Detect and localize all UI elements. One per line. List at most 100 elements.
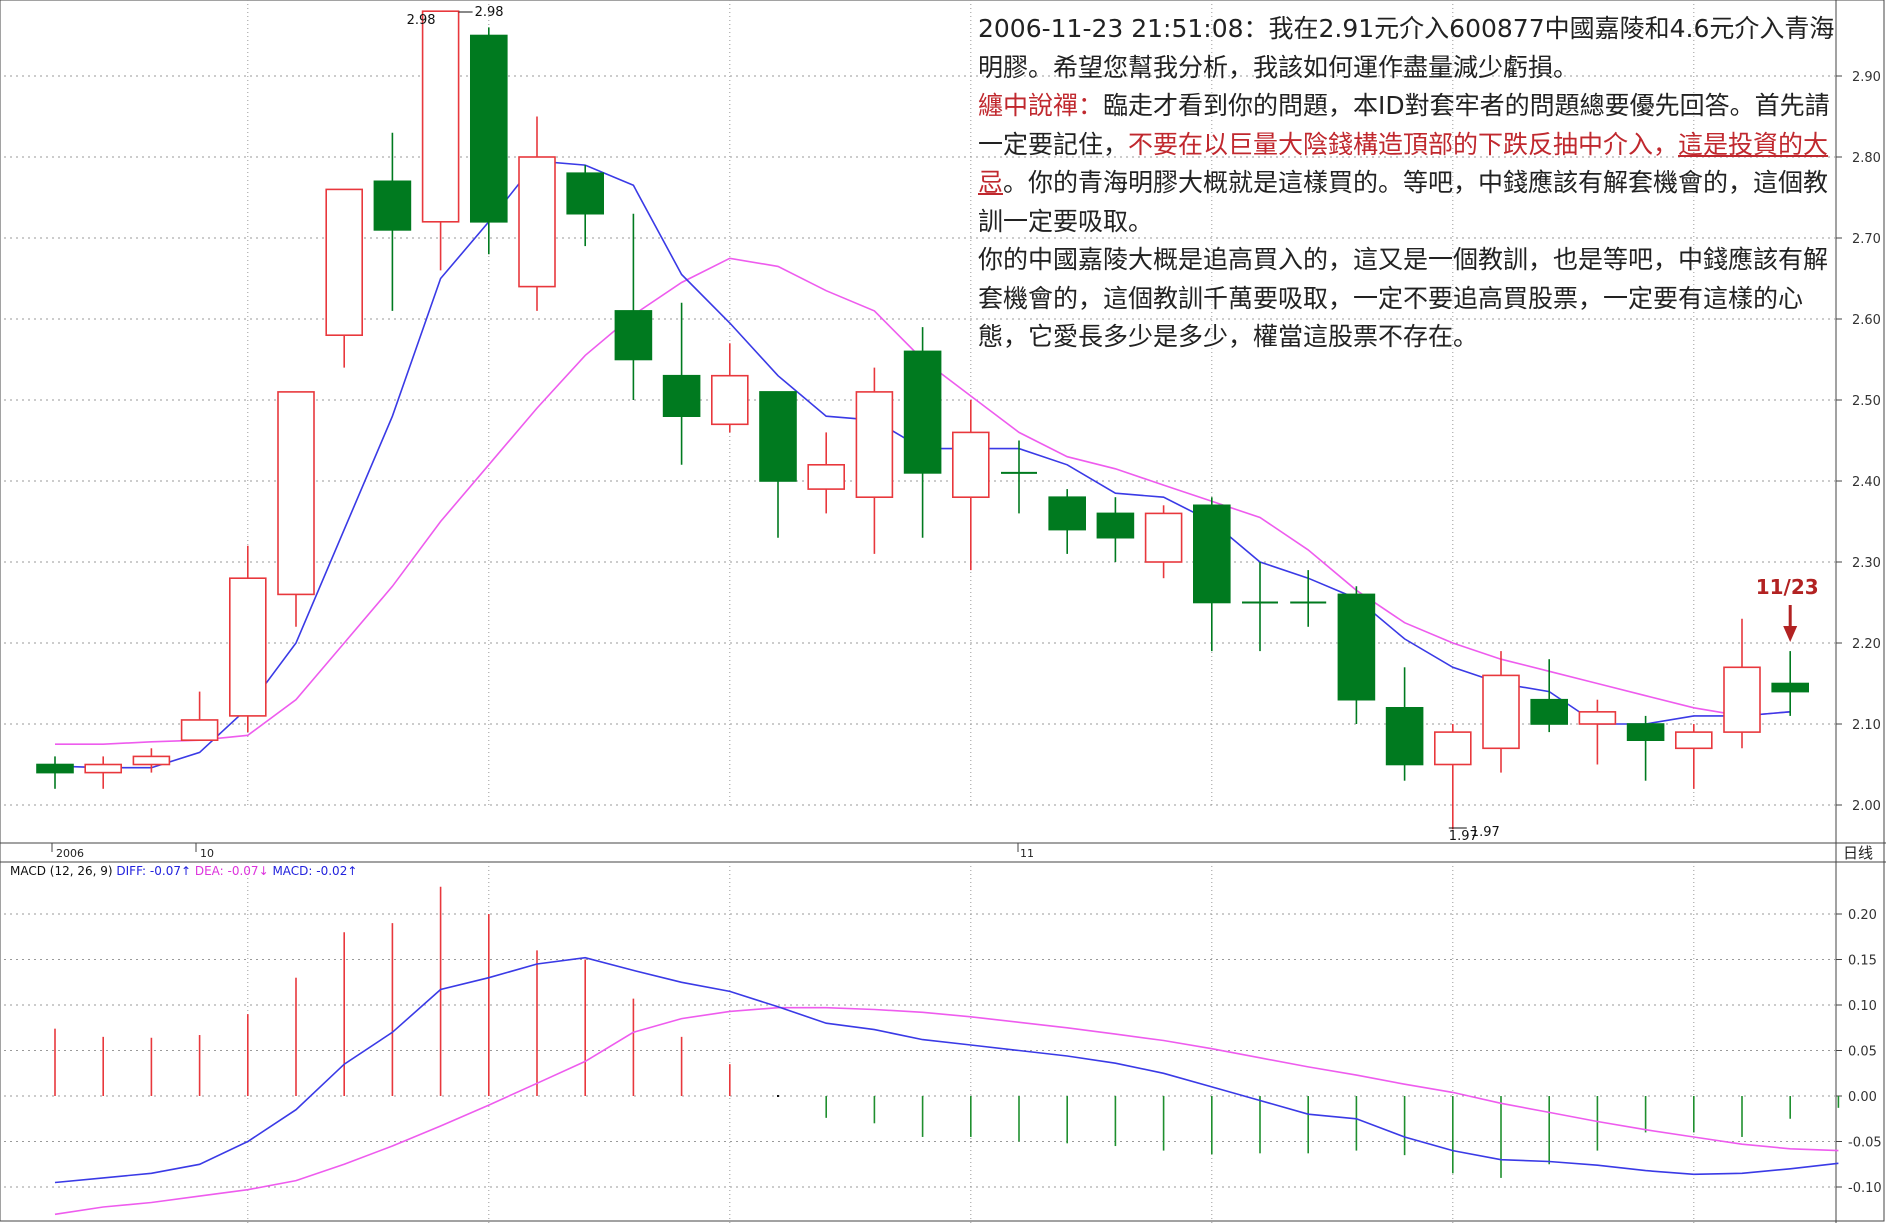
candle-body (566, 172, 605, 215)
date-marker-label: 11/23 (1756, 575, 1819, 599)
candle (132, 748, 171, 773)
price-tick-label: 2.10 (1852, 718, 1881, 733)
price-tick-label: 2.30 (1852, 556, 1881, 571)
candle-body (1626, 723, 1665, 742)
candle (469, 27, 508, 255)
candle (1578, 699, 1617, 765)
candle (1771, 651, 1809, 716)
price-tick-label: 2.20 (1852, 637, 1881, 652)
annotation-text: 2006-11-23 21:51:08：我在2.91元介入600877中國嘉陵和… (978, 10, 1838, 357)
candle-body (1434, 731, 1472, 766)
candle-body (807, 463, 846, 490)
candle (1434, 724, 1472, 830)
price-tick-label: 2.00 (1852, 799, 1881, 814)
price-tick-label: 2.70 (1852, 232, 1881, 247)
candle (1144, 505, 1183, 579)
candle-body (36, 763, 74, 774)
candle-body (421, 10, 460, 223)
diff-line (54, 956, 1839, 1184)
annotation-answer-text: 臨走才看到你的問題，本ID對套牢者的問題總要優先回答。首先請一定要記住， (978, 91, 1830, 159)
candle-body (1723, 666, 1761, 733)
candle (855, 367, 894, 554)
price-tick-label: 2.60 (1852, 313, 1881, 328)
price-tick-label: 2.90 (1852, 70, 1881, 85)
date-label: 10 (200, 847, 214, 860)
macd-legend-arrow: ↑ (347, 864, 357, 878)
candle (1385, 667, 1424, 781)
macd-tick-label: 0.20 (1848, 908, 1877, 923)
macd-tick-label: -0.05 (1848, 1136, 1882, 1151)
candle-body (662, 374, 701, 418)
annotation-warning: 不要在以巨量大陰錢構造頂部的下跌反抽中介入， (1128, 129, 1679, 159)
candle (1242, 562, 1278, 652)
marker-arrow-head (1783, 626, 1798, 642)
high-value-label: 2.98 (475, 5, 504, 20)
candle (614, 213, 653, 400)
candle (84, 756, 122, 789)
candle-body (1048, 496, 1086, 531)
candle-body (710, 374, 749, 426)
candle (1626, 715, 1665, 781)
annotation-answer-rest: 。你的青海明膠大概就是這樣買的。等吧，中錢應該有解套機會的，這個教訓一定要吸取。 (978, 168, 1829, 236)
candle (1290, 570, 1327, 627)
price-tick-label: 2.40 (1852, 475, 1881, 490)
candle (373, 132, 412, 311)
candle-body (1096, 512, 1135, 539)
date-label: 11 (1020, 847, 1034, 860)
candle (1048, 489, 1086, 554)
price-tick-label: 2.50 (1852, 394, 1881, 409)
candle-body (84, 763, 122, 774)
candle-body (373, 180, 412, 231)
macd-legend-dea: DEA: -0.07 (195, 864, 259, 878)
price-tick-label: 2.80 (1852, 151, 1881, 166)
candle-body (1530, 698, 1568, 725)
candle-body (1144, 512, 1183, 563)
candle-body (1675, 731, 1713, 750)
candle-body (325, 188, 364, 336)
candle-body (614, 310, 653, 361)
candle-body (855, 391, 894, 498)
candle-body (132, 755, 171, 766)
candle (1337, 586, 1376, 724)
macd-tick-label: -0.10 (1848, 1181, 1882, 1196)
annotation-warning-underlined: 這是投資的大忌 (978, 129, 1829, 198)
candle (229, 545, 267, 733)
candle-body (1482, 674, 1520, 750)
macd-tick-label: 0.10 (1848, 999, 1877, 1014)
annotation-author: 纏中說禪： (978, 91, 1104, 120)
candle-body (1337, 593, 1376, 701)
candle-body (1385, 706, 1424, 766)
macd-legend: MACD (12, 26, 9) DIFF: -0.07↑ DEA: -0.07… (10, 864, 357, 878)
candle (1675, 724, 1713, 789)
low-value-label: 1.97 (1471, 825, 1500, 840)
macd-legend-macd: MACD: -0.02 (272, 864, 347, 878)
candle (1723, 618, 1761, 749)
candle-body (951, 431, 990, 498)
macd-tick-label: 0.00 (1848, 1090, 1877, 1105)
period-label: 日线 (1843, 844, 1873, 862)
macd-legend-diff: DIFF: -0.07 (116, 864, 181, 878)
candle (710, 343, 749, 433)
candle (662, 302, 701, 465)
candle (277, 391, 315, 627)
macd-legend-title: MACD (12, 26, 9) (10, 864, 116, 878)
annotation-advice: 你的中國嘉陵大概是追高買入的，這又是一個教訓，也是等吧，中錢應該有解套機會的，這… (978, 245, 1829, 351)
candle-body (1578, 711, 1617, 725)
annotation-question: 2006-11-23 21:51:08：我在2.91元介入600877中國嘉陵和… (978, 14, 1835, 82)
date-label: 2006 (56, 847, 84, 860)
candle-body (1193, 504, 1231, 604)
candle (325, 188, 364, 368)
candle (1096, 497, 1135, 562)
candle (1482, 651, 1520, 773)
macd-legend-arrow: ↑ (181, 864, 195, 878)
candle-body (229, 577, 267, 717)
candle (951, 400, 990, 571)
candle (1530, 659, 1568, 733)
candle-body (180, 719, 219, 742)
candle (566, 165, 605, 247)
high-value-label: 2.98 (407, 13, 436, 28)
candle-body (469, 34, 508, 223)
